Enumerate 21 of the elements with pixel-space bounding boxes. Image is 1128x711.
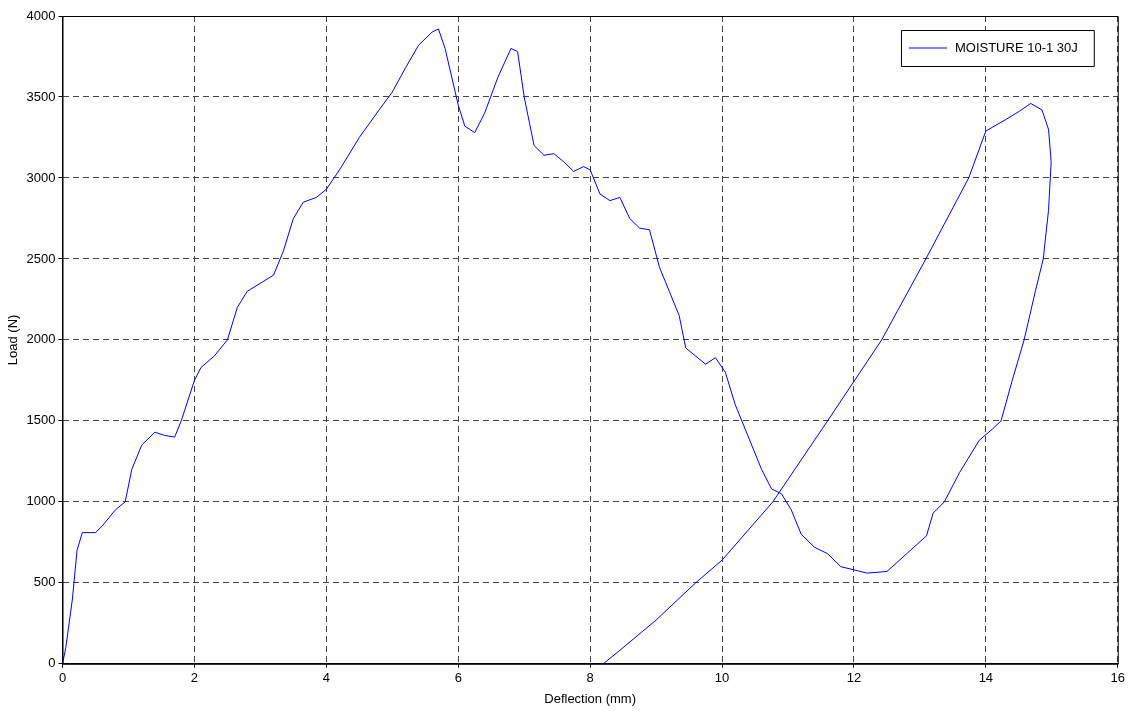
x-axis-title: Deflection (mm) [544,690,637,706]
y-tick-label: 3500 [26,88,56,104]
y-tick-label: 2500 [26,250,56,266]
x-tick-label: 14 [978,670,994,686]
y-tick-label: 2000 [26,331,56,347]
y-axis-title: Load (N) [5,314,21,366]
x-tick-label: 0 [58,670,67,686]
y-tick-label: 0 [48,655,56,671]
x-tick-label: 12 [846,670,862,686]
x-tick-label: 10 [714,670,730,686]
x-tick-label: 16 [1110,670,1125,686]
y-tick-label: 1000 [26,493,56,509]
x-tick-label: 6 [454,670,462,686]
y-tick-label: 4000 [26,7,56,23]
x-tick-label: 8 [586,670,594,686]
legend-label: MOISTURE 10-1 30J [954,39,1078,55]
y-tick-label: 1500 [26,412,56,428]
y-tick-label: 500 [33,574,56,590]
x-tick-label: 2 [190,670,199,686]
x-tick-label: 4 [322,670,330,686]
y-tick-label: 3000 [26,169,56,185]
